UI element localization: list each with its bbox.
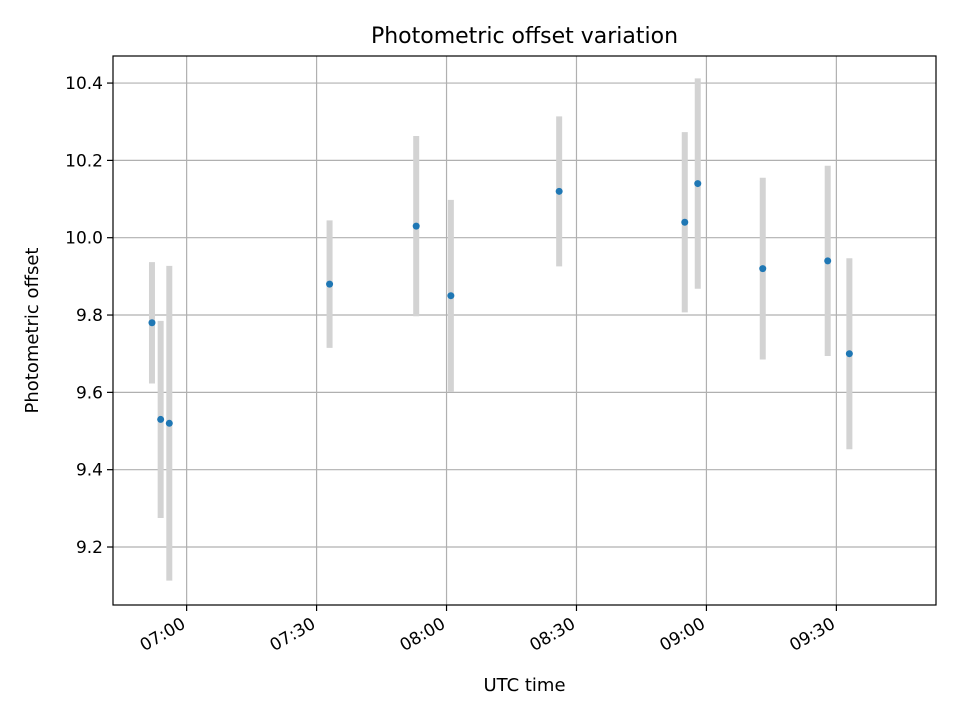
plot-frame	[112, 55, 937, 606]
y-tick-label: 9.2	[76, 538, 103, 558]
error-bars	[148, 78, 853, 581]
y-tick-label: 10.2	[65, 151, 103, 171]
data-point	[694, 180, 702, 188]
x-tick-label: 08:00	[397, 614, 449, 656]
x-tick-label: 07:00	[137, 614, 189, 656]
x-tick-label: 08:30	[527, 614, 579, 656]
y-tick-label: 9.4	[76, 461, 103, 481]
x-axis-label: UTC time	[483, 675, 565, 696]
grid-lines	[113, 56, 936, 605]
data-points	[148, 180, 853, 427]
y-axis-label: Photometric offset	[22, 248, 43, 414]
x-tick-label: 09:30	[786, 614, 838, 656]
x-tick-label: 07:30	[267, 614, 319, 656]
data-point	[824, 257, 832, 265]
y-tick-label: 10.0	[65, 229, 103, 249]
data-point	[555, 187, 563, 195]
data-point	[326, 280, 334, 288]
y-tick-label: 9.8	[76, 306, 103, 326]
y-tick-label: 9.6	[76, 383, 103, 403]
chart-title: Photometric offset variation	[371, 24, 678, 49]
data-point	[412, 222, 420, 230]
x-tick-label: 09:00	[656, 614, 708, 656]
y-tick-label: 10.4	[65, 74, 103, 94]
data-point	[157, 415, 165, 423]
data-point	[165, 419, 173, 427]
data-point	[447, 292, 455, 300]
data-point	[759, 265, 767, 273]
data-point	[148, 319, 156, 327]
data-point	[845, 350, 853, 358]
data-point	[681, 218, 689, 226]
